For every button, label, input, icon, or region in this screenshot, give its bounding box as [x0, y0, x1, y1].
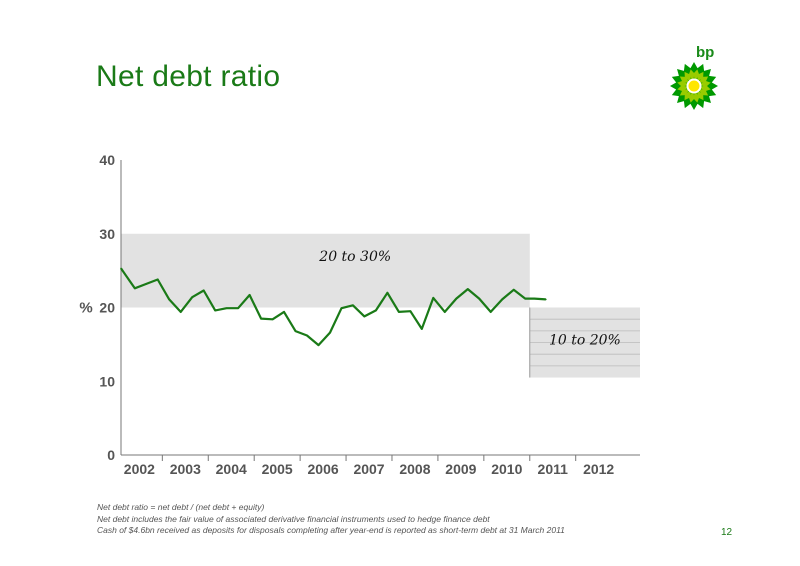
data-point: [202, 289, 205, 292]
data-point: [375, 309, 377, 312]
footnote-3: Cash of $4.6bn received as deposits for …: [97, 525, 565, 535]
data-point: [271, 318, 274, 321]
data-point: [329, 331, 331, 334]
page-number: 12: [721, 527, 733, 538]
data-point: [533, 297, 536, 300]
band-label-2: 10 to 20%: [549, 332, 621, 348]
y-tick-label: 20: [99, 300, 115, 316]
x-tick-label: 2009: [445, 461, 476, 477]
x-tick-label: 2011: [538, 461, 569, 477]
data-point: [512, 289, 515, 291]
data-point: [260, 317, 262, 320]
data-point: [363, 315, 366, 318]
y-tick-label: 10: [99, 373, 115, 389]
y-axis-label: %: [79, 300, 92, 317]
data-point: [179, 311, 182, 313]
x-tick-label: 2005: [262, 461, 293, 477]
data-point: [398, 311, 400, 313]
data-point: [466, 288, 469, 290]
logo-text: bp: [696, 44, 715, 61]
band-label-1: 20 to 30%: [318, 249, 391, 265]
data-point: [225, 307, 228, 310]
x-tick-label: 2006: [308, 461, 339, 477]
x-tick-label: 2002: [124, 461, 155, 477]
data-point: [294, 330, 297, 332]
data-point: [524, 297, 526, 300]
target-band-1: [121, 233, 530, 308]
series-line-1: [120, 267, 546, 347]
footnote-2: Net debt includes the fair value of asso…: [97, 513, 490, 524]
x-tick-label: 2003: [170, 461, 201, 477]
footnotes: Net debt ratio = net debt / (net debt + …: [97, 502, 565, 537]
data-point: [501, 298, 504, 301]
data-point: [409, 310, 412, 312]
data-point: [248, 294, 251, 296]
data-point: [283, 311, 285, 313]
data-point: [489, 311, 492, 313]
data-point: [133, 287, 136, 290]
data-point: [317, 344, 320, 346]
data-point: [237, 307, 239, 310]
data-point: [145, 283, 148, 285]
data-point: [156, 278, 159, 281]
data-point: [421, 328, 423, 330]
data-point: [214, 309, 216, 312]
y-tick-label: 40: [99, 152, 115, 168]
data-point: [306, 334, 308, 337]
x-tick-label: 2004: [216, 461, 247, 477]
footnote-1: Net debt ratio = net debt / (net debt + …: [97, 502, 265, 512]
data-point: [432, 297, 435, 299]
data-point: [455, 297, 458, 300]
data-point: [352, 304, 354, 307]
bp-helios-logo-icon: [670, 62, 718, 110]
x-tick-label: 2012: [583, 461, 614, 477]
y-tick-label: 30: [99, 226, 115, 242]
x-tick-label: 2008: [399, 461, 430, 477]
data-point: [545, 298, 547, 301]
x-tick-label: 2007: [353, 461, 384, 477]
data-point: [478, 297, 481, 300]
x-tick-label: 2010: [491, 461, 522, 477]
data-point: [386, 291, 389, 294]
data-point: [191, 296, 193, 298]
page-title: Net debt ratio: [96, 60, 281, 93]
data-point: [444, 311, 446, 313]
y-tick-label: 0: [107, 447, 115, 463]
data-point: [168, 298, 171, 301]
data-point: [340, 307, 343, 310]
data-point: [120, 267, 122, 270]
